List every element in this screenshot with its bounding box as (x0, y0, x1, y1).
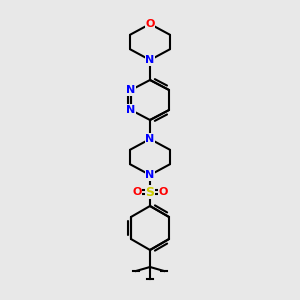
Text: O: O (145, 19, 155, 29)
Text: N: N (146, 55, 154, 65)
Text: N: N (126, 105, 136, 115)
Text: N: N (146, 170, 154, 180)
Text: N: N (146, 134, 154, 144)
Text: S: S (146, 185, 154, 199)
Text: N: N (126, 85, 136, 95)
Text: O: O (158, 187, 168, 197)
Text: O: O (132, 187, 142, 197)
